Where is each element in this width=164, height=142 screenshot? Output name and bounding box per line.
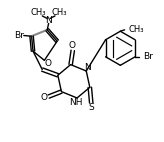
Text: CH₃: CH₃ — [30, 8, 46, 17]
Text: O: O — [40, 93, 47, 102]
Text: NH: NH — [70, 98, 83, 107]
Text: O: O — [44, 59, 51, 68]
Text: Br: Br — [143, 52, 153, 61]
Text: S: S — [89, 103, 94, 112]
Text: N: N — [85, 63, 91, 72]
Text: N: N — [45, 16, 52, 25]
Text: CH₃: CH₃ — [129, 25, 144, 34]
Text: O: O — [69, 41, 76, 50]
Text: CH₃: CH₃ — [51, 8, 67, 17]
Text: Br: Br — [15, 31, 24, 40]
